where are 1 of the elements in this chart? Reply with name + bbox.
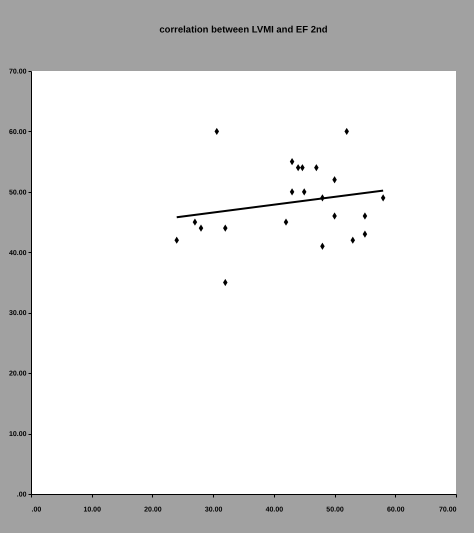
- chart-title: correlation between LVMI and EF 2nd: [159, 24, 328, 36]
